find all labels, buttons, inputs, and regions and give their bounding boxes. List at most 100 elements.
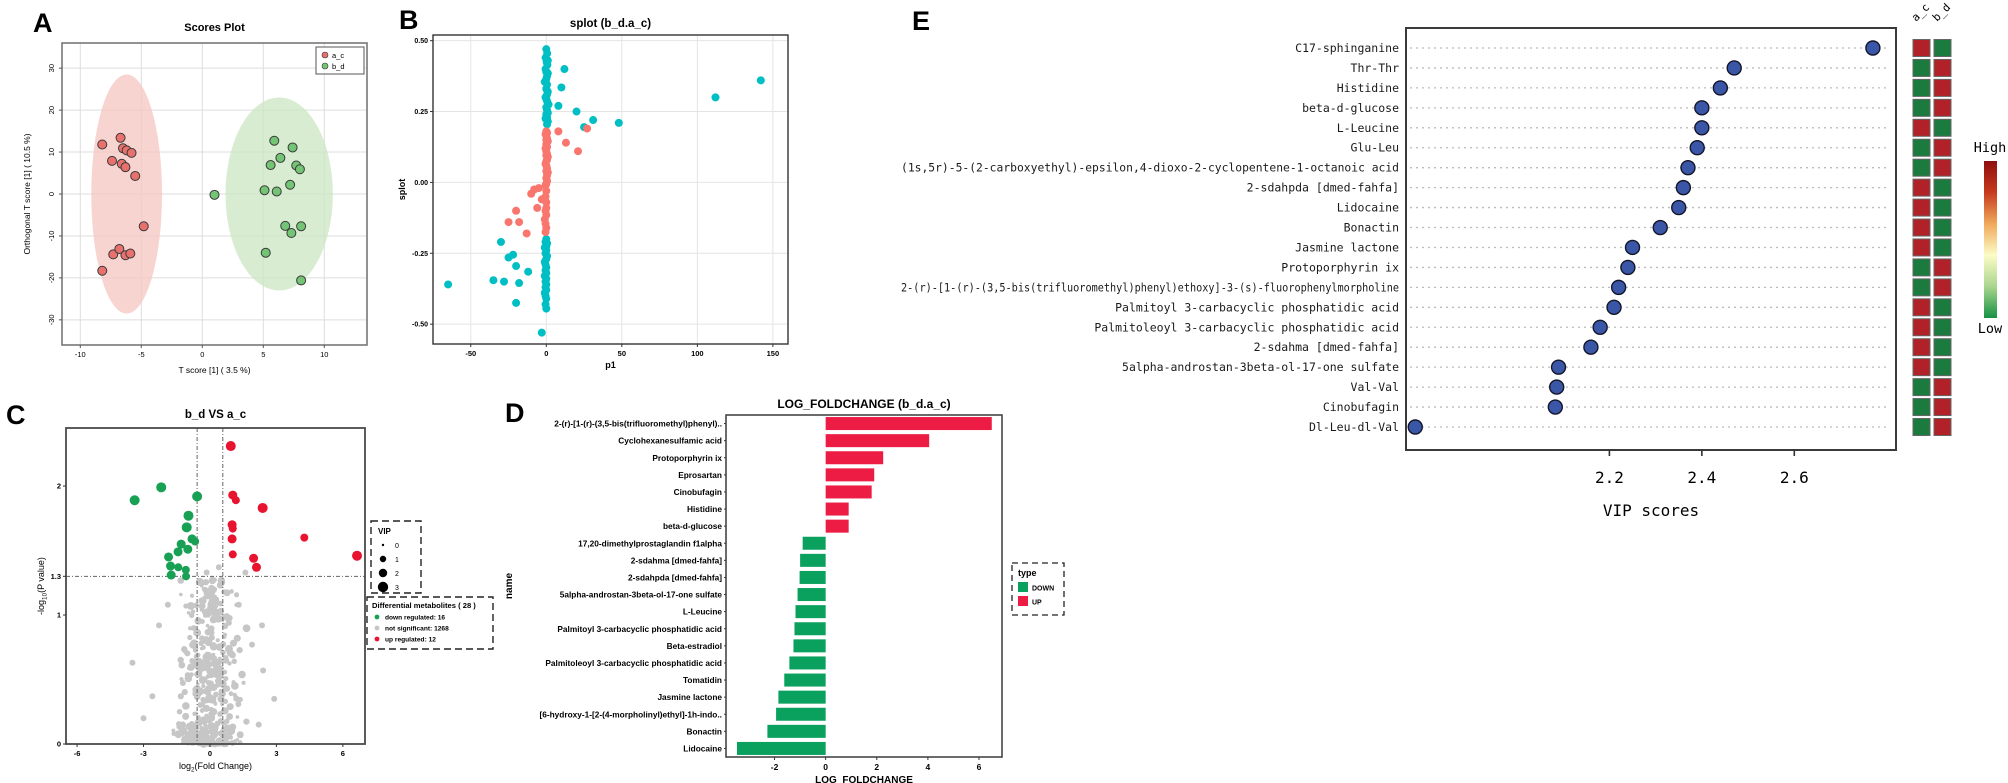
svg-text:-20: -20 bbox=[47, 272, 56, 283]
panel-d-log-foldchange-bar-chart: LOG_FOLDCHANGE (b_d.a_c) 2-(r)-[1-(r)-(3,… bbox=[504, 397, 1065, 783]
svg-text:0.25: 0.25 bbox=[414, 109, 428, 116]
svg-text:5alpha-androstan-3beta-ol-17-o: 5alpha-androstan-3beta-ol-17-one sulfate bbox=[560, 590, 723, 600]
svg-text:(1s,5r)-5-(2-carboxyethyl)-eps: (1s,5r)-5-(2-carboxyethyl)-epsilon,4-dio… bbox=[901, 161, 1399, 175]
svg-text:Palmitoyl 3-carbacyclic phosph: Palmitoyl 3-carbacyclic phosphatidic aci… bbox=[557, 624, 722, 634]
svg-text:Tomatidin: Tomatidin bbox=[683, 675, 722, 685]
svg-text:a_c: a_c bbox=[332, 51, 344, 60]
svg-text:b_d: b_d bbox=[332, 62, 345, 71]
svg-text:Dl-Leu-dl-Val: Dl-Leu-dl-Val bbox=[1309, 420, 1399, 434]
svg-text:Lidocaine: Lidocaine bbox=[1337, 201, 1399, 215]
panel-a-opls-scores-plot: Scores Plot -10 -5 0 5 10 -30 -20 -10 0 10 20 30 T sc… bbox=[22, 22, 368, 375]
svg-text:4: 4 bbox=[926, 762, 931, 772]
panel-b-letter: B bbox=[399, 5, 419, 35]
svg-text:splot: splot bbox=[397, 179, 407, 201]
svg-text:3: 3 bbox=[395, 585, 399, 592]
svg-text:-30: -30 bbox=[47, 314, 56, 325]
svg-text:Beta-estradiol: Beta-estradiol bbox=[667, 641, 722, 651]
svg-text:LOG_FOLDCHANGE: LOG_FOLDCHANGE bbox=[815, 775, 913, 783]
svg-text:2: 2 bbox=[395, 571, 399, 578]
svg-text:b_d VS a_c: b_d VS a_c bbox=[185, 409, 247, 421]
svg-text:log2(Fold Change): log2(Fold Change) bbox=[179, 761, 252, 774]
svg-text:Jasmine lactone: Jasmine lactone bbox=[1295, 240, 1399, 254]
svg-text:Histidine: Histidine bbox=[687, 504, 722, 514]
svg-text:2-sdahpda [dmed-fahfa]: 2-sdahpda [dmed-fahfa] bbox=[628, 572, 722, 582]
panel-d-letter: D bbox=[505, 398, 525, 428]
panel-e-letter: E bbox=[912, 6, 931, 36]
svg-text:-2: -2 bbox=[771, 762, 779, 772]
svg-text:1.3: 1.3 bbox=[51, 572, 61, 581]
svg-text:L-Leucine: L-Leucine bbox=[1337, 121, 1399, 135]
svg-text:High: High bbox=[1974, 140, 2007, 156]
svg-text:2-sdahpda [dmed-fahfa]: 2-sdahpda [dmed-fahfa] bbox=[1247, 181, 1399, 195]
svg-text:VIP scores: VIP scores bbox=[1603, 501, 1699, 520]
svg-text:[6-hydroxy-1-[2-(4-morpholinyl: [6-hydroxy-1-[2-(4-morpholinyl)ethyl]-1h… bbox=[539, 709, 722, 719]
svg-text:0: 0 bbox=[47, 192, 56, 196]
svg-text:-3: -3 bbox=[140, 749, 147, 758]
svg-text:Differential metabolites ( 28: Differential metabolites ( 28 ) bbox=[372, 601, 476, 610]
svg-text:VIP: VIP bbox=[378, 527, 392, 536]
svg-text:-log10(P value): -log10(P value) bbox=[36, 557, 49, 615]
svg-text:1: 1 bbox=[57, 611, 61, 620]
svg-text:-6: -6 bbox=[74, 749, 81, 758]
svg-text:0.00: 0.00 bbox=[414, 180, 428, 187]
svg-text:Lidocaine: Lidocaine bbox=[683, 743, 722, 753]
svg-text:beta-d-glucose: beta-d-glucose bbox=[663, 521, 722, 531]
svg-text:Val-Val: Val-Val bbox=[1351, 380, 1399, 394]
svg-text:Protoporphyrin ix: Protoporphyrin ix bbox=[1281, 260, 1399, 274]
svg-text:0: 0 bbox=[395, 543, 399, 550]
panel-c-letter: C bbox=[6, 400, 26, 430]
svg-text:2-(r)-[1-(r)-(3,5-bis(trifluor: 2-(r)-[1-(r)-(3,5-bis(trifluoromethyl)ph… bbox=[901, 280, 1399, 294]
svg-text:10: 10 bbox=[320, 350, 328, 359]
svg-text:1: 1 bbox=[395, 557, 399, 564]
svg-text:down regulated: 16: down regulated: 16 bbox=[385, 615, 445, 622]
svg-text:2.6: 2.6 bbox=[1780, 468, 1809, 487]
svg-text:10: 10 bbox=[47, 148, 56, 156]
svg-text:Eprosartan: Eprosartan bbox=[678, 470, 722, 480]
svg-text:6: 6 bbox=[977, 762, 982, 772]
svg-text:6: 6 bbox=[341, 749, 345, 758]
svg-text:L-Leucine: L-Leucine bbox=[683, 607, 723, 617]
svg-text:50: 50 bbox=[618, 349, 626, 358]
svg-text:20: 20 bbox=[47, 106, 56, 114]
svg-text:-0.50: -0.50 bbox=[412, 322, 428, 329]
svg-text:Low: Low bbox=[1978, 321, 2003, 337]
panel-c-volcano-plot: b_d VS a_c -6 -3 0 3 6 0 1 1.3 2 log2(Fold Change)… bbox=[36, 409, 494, 774]
svg-text:Cinobufagin: Cinobufagin bbox=[674, 487, 722, 497]
svg-text:30: 30 bbox=[47, 64, 56, 72]
svg-text:Cinobufagin: Cinobufagin bbox=[1323, 400, 1399, 414]
svg-text:0: 0 bbox=[57, 740, 61, 749]
svg-text:-10: -10 bbox=[75, 350, 86, 359]
svg-text:5: 5 bbox=[261, 350, 265, 359]
panel-e-vip-scores-dot-plot: C17-sphinganine Thr-Thr Histidine beta-d-gl… bbox=[901, 1, 2007, 520]
svg-text:0: 0 bbox=[208, 749, 212, 758]
svg-text:Scores Plot: Scores Plot bbox=[184, 22, 245, 34]
svg-text:UP: UP bbox=[1032, 600, 1042, 607]
svg-text:Protoporphyrin ix: Protoporphyrin ix bbox=[652, 453, 722, 463]
svg-text:0: 0 bbox=[200, 350, 204, 359]
svg-text:Histidine: Histidine bbox=[1337, 81, 1399, 95]
svg-text:-50: -50 bbox=[465, 349, 476, 358]
svg-text:2-sdahma [dmed-fahfa]: 2-sdahma [dmed-fahfa] bbox=[1254, 340, 1399, 354]
svg-text:splot (b_d.a_c): splot (b_d.a_c) bbox=[570, 18, 651, 30]
svg-text:2.4: 2.4 bbox=[1687, 468, 1716, 487]
svg-text:Orthogonal T score [1] ( 10.5: Orthogonal T score [1] ( 10.5 %) bbox=[22, 133, 32, 254]
svg-text:100: 100 bbox=[691, 349, 704, 358]
svg-text:up regulated: 12: up regulated: 12 bbox=[385, 637, 436, 644]
panel-b-s-plot: splot (b_d.a_c) -50 0 50 100 150 0.50 0.25 0.00 -… bbox=[397, 18, 789, 370]
svg-text:type: type bbox=[1018, 568, 1037, 578]
svg-text:T score [1] ( 3.5 %): T score [1] ( 3.5 %) bbox=[178, 365, 250, 375]
svg-text:2.2: 2.2 bbox=[1595, 468, 1624, 487]
panel-a-letter: A bbox=[33, 8, 53, 38]
svg-text:0: 0 bbox=[544, 349, 548, 358]
svg-text:beta-d-glucose: beta-d-glucose bbox=[1302, 101, 1399, 115]
svg-text:17,20-dimethylprostaglandin f1: 17,20-dimethylprostaglandin f1alpha bbox=[578, 538, 722, 548]
svg-text:b_d: b_d bbox=[1930, 1, 1953, 24]
svg-text:0.50: 0.50 bbox=[414, 38, 428, 45]
svg-text:not significant: 1268: not significant: 1268 bbox=[385, 626, 449, 633]
svg-text:a_c: a_c bbox=[1909, 1, 1932, 24]
svg-text:Palmitoleoyl 3-carbacyclic pho: Palmitoleoyl 3-carbacyclic phosphatidic … bbox=[545, 658, 722, 668]
svg-text:2-sdahma [dmed-fahfa]: 2-sdahma [dmed-fahfa] bbox=[631, 555, 723, 565]
svg-text:LOG_FOLDCHANGE (b_d.a_c): LOG_FOLDCHANGE (b_d.a_c) bbox=[777, 397, 950, 411]
svg-text:5alpha-androstan-3beta-ol-17-o: 5alpha-androstan-3beta-ol-17-one sulfate bbox=[1122, 360, 1399, 374]
